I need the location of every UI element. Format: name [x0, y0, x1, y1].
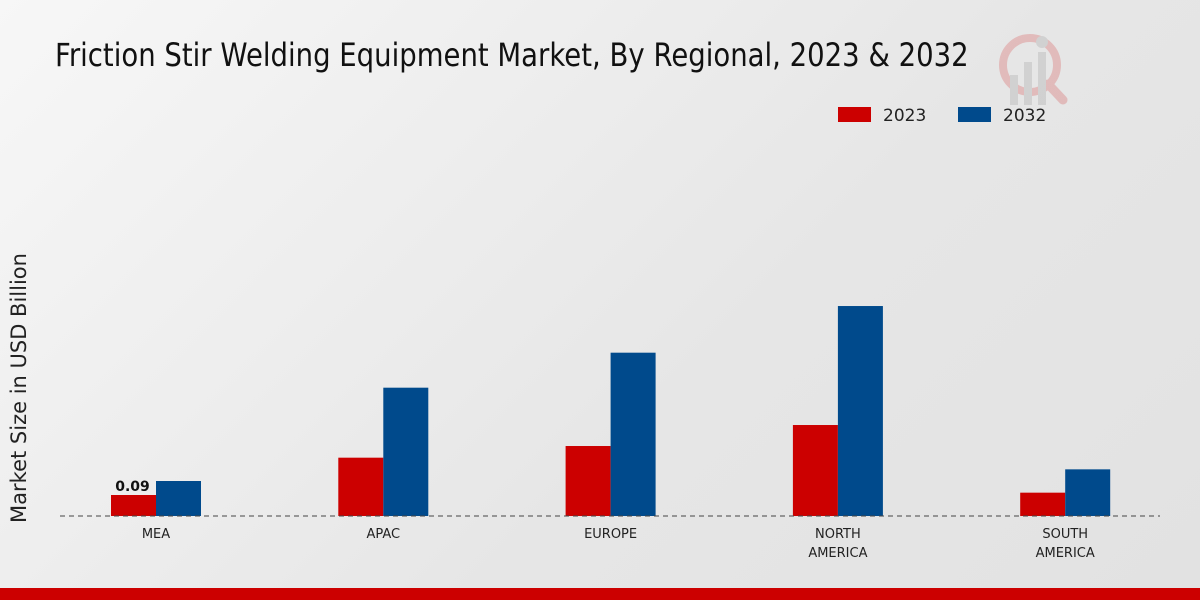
legend-swatch-2032	[958, 107, 991, 122]
x-tick-label: EUROPE	[584, 527, 637, 542]
bar-2023-2	[565, 446, 611, 516]
data-label: 0.09	[115, 479, 150, 495]
bar-2023-4	[1020, 492, 1066, 516]
legend-swatch-2023	[838, 107, 871, 122]
bar-2032-1	[383, 387, 429, 516]
bar-2023-3	[792, 425, 838, 516]
legend: 2023 2032	[838, 106, 1046, 126]
chart-title: Friction Stir Welding Equipment Market, …	[55, 36, 969, 74]
bar-2032-3	[837, 306, 883, 516]
bar-2023-0	[111, 495, 156, 516]
bar-2032-0	[156, 481, 201, 516]
x-tick-label: SOUTH AMERICA	[1036, 527, 1095, 561]
legend-label-2032: 2032	[1003, 106, 1046, 126]
x-tick-label: MEA	[142, 527, 170, 542]
bar-2032-2	[610, 352, 656, 516]
legend-label-2023: 2023	[883, 106, 926, 126]
footer-accent-bar	[0, 588, 1200, 600]
x-tick-label: APAC	[366, 527, 400, 542]
x-tick-label: NORTH AMERICA	[808, 527, 867, 561]
watermark-logo	[999, 34, 1068, 105]
bar-2023-1	[338, 457, 384, 516]
y-axis-label: Market Size in USD Billion	[7, 253, 31, 523]
bar-2032-4	[1065, 469, 1111, 516]
